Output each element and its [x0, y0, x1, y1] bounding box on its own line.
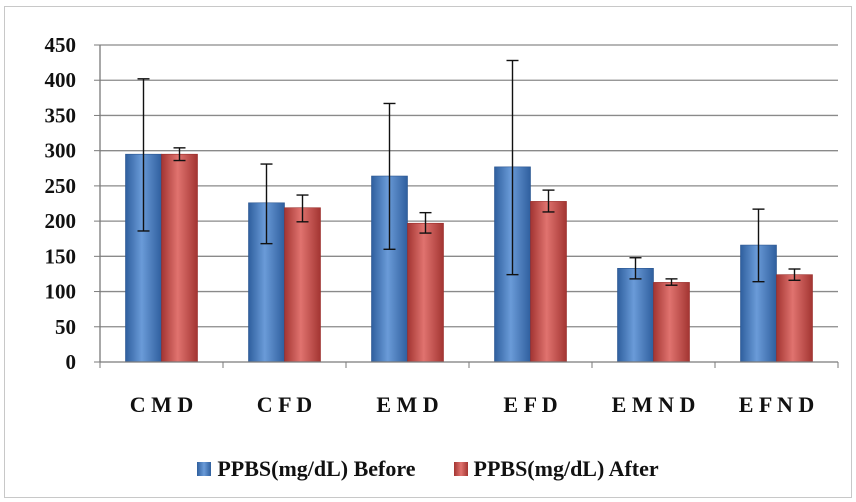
legend-item-after: PPBS(mg/dL) After	[453, 456, 659, 482]
y-tick-label: 350	[45, 103, 77, 127]
y-tick-label: 0	[66, 350, 77, 374]
x-tick-label: E F D	[503, 392, 557, 417]
y-tick-label: 50	[55, 315, 76, 339]
y-tick-label: 450	[45, 33, 77, 57]
y-tick-label: 100	[45, 280, 77, 304]
gridlines	[100, 44, 838, 328]
y-tick-label: 400	[45, 68, 77, 92]
y-tick-label: 300	[45, 139, 77, 163]
legend-swatch-after	[453, 462, 468, 476]
x-tick-label: E M D	[376, 392, 438, 417]
bars	[125, 59, 813, 363]
bar-after	[530, 201, 567, 363]
legend-label-before: PPBS(mg/dL) Before	[217, 456, 416, 481]
bar-after	[653, 282, 690, 363]
bar-after	[284, 207, 321, 363]
axes: 0 50 100 150 200 250 300 350 400 450 C M D C F D E M…	[45, 33, 839, 417]
bar-before	[617, 268, 654, 363]
legend-label-after: PPBS(mg/dL) After	[473, 456, 659, 481]
bar-after	[161, 153, 198, 363]
x-tick-label: E F N D	[739, 392, 815, 417]
legend-item-before: PPBS(mg/dL) Before	[197, 456, 416, 482]
y-tick-label: 200	[45, 209, 77, 233]
x-tick-label: C M D	[130, 392, 194, 417]
bar-after	[776, 274, 813, 363]
legend: PPBS(mg/dL) Before PPBS(mg/dL) After	[0, 456, 856, 482]
y-tick-label: 150	[45, 244, 77, 268]
x-tick-label: E M N D	[612, 392, 696, 417]
y-tick-label: 250	[45, 174, 77, 198]
x-tick-label: C F D	[257, 392, 312, 417]
bar-after	[407, 222, 444, 363]
legend-swatch-before	[197, 462, 212, 476]
